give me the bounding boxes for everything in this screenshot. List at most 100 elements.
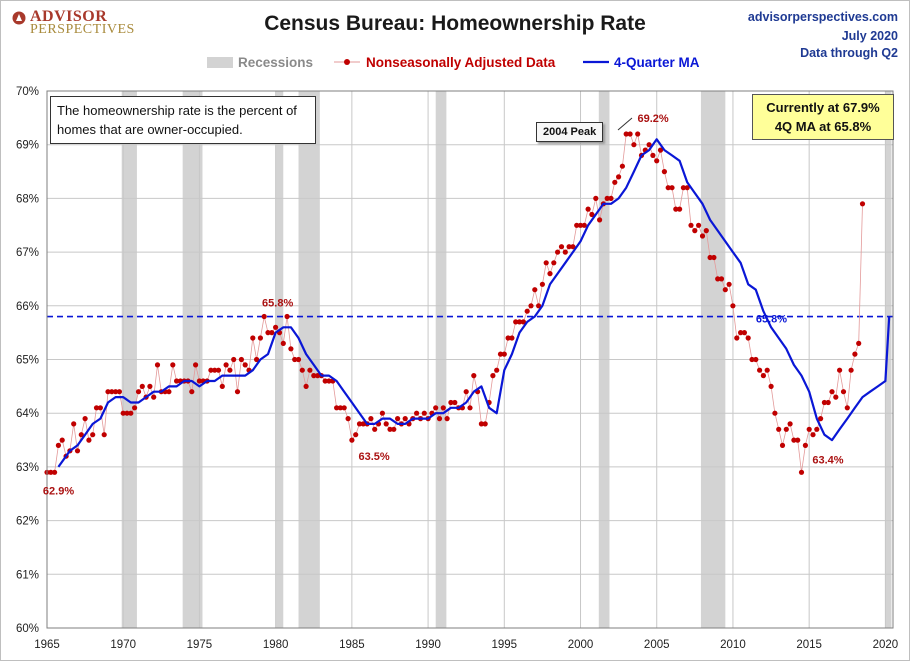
y-tick-label: 64% — [16, 408, 39, 420]
nsa-point — [174, 378, 180, 384]
nsa-point — [71, 421, 77, 427]
nsa-point — [337, 405, 343, 411]
x-tick-label: 1985 — [339, 639, 365, 651]
nsa-point — [280, 340, 286, 346]
nsa-point — [231, 356, 237, 363]
nsa-point — [494, 367, 500, 373]
nsa-point — [516, 319, 523, 325]
nsa-point — [536, 303, 542, 309]
nsa-point — [353, 432, 359, 438]
nsa-point — [646, 142, 652, 148]
nsa-point — [623, 131, 629, 137]
nsa-point — [673, 206, 679, 212]
x-tick-label: 2010 — [720, 639, 746, 651]
point-label: 65.8% — [262, 298, 293, 310]
nsa-point — [707, 254, 713, 261]
nsa-point — [597, 217, 603, 223]
nsa-point — [859, 201, 866, 207]
nsa-point — [116, 389, 122, 395]
legend-nsa-dot — [344, 59, 350, 65]
nsa-point — [791, 437, 797, 443]
nsa-point — [787, 421, 793, 427]
nsa-point — [55, 442, 62, 448]
nsa-point — [250, 335, 256, 341]
nsa-point — [334, 405, 340, 411]
nsa-point — [402, 416, 408, 422]
current-ma-text: 4Q MA at 65.8% — [774, 119, 872, 134]
nsa-point — [97, 405, 103, 411]
nsa-point — [547, 271, 553, 277]
point-label: 63.5% — [358, 451, 389, 463]
nsa-point — [703, 228, 709, 234]
source-site: advisorperspectives.com — [747, 10, 898, 24]
peak-callout: 2004 Peak — [536, 122, 604, 142]
source-note: Data through Q2 — [800, 46, 898, 60]
nsa-point — [74, 448, 81, 454]
nsa-point — [798, 469, 805, 475]
nsa-point — [555, 249, 561, 255]
nsa-line — [47, 132, 863, 473]
point-label: 62.9% — [43, 485, 74, 497]
nsa-point — [757, 367, 763, 373]
nsa-point — [650, 152, 656, 158]
nsa-point — [345, 416, 351, 422]
nsa-point — [856, 340, 862, 346]
nsa-point — [139, 383, 145, 389]
nsa-point — [288, 346, 294, 352]
nsa-point — [284, 313, 290, 320]
nsa-point — [113, 389, 119, 395]
nsa-point — [513, 319, 519, 325]
nsa-point — [677, 206, 683, 212]
legend-recessions-label: Recessions — [238, 55, 314, 70]
nsa-series — [44, 131, 866, 475]
nsa-point — [509, 335, 515, 341]
definition-note: The homeownership rate is the percent of… — [50, 96, 316, 144]
nsa-point — [776, 426, 782, 432]
nsa-point — [848, 367, 854, 373]
nsa-point — [627, 131, 633, 137]
nsa-point — [753, 356, 759, 363]
nsa-point — [261, 313, 267, 320]
nsa-point — [581, 222, 587, 228]
nsa-point — [349, 437, 355, 443]
nsa-point — [238, 356, 244, 363]
nsa-point — [78, 432, 84, 438]
plot-border — [46, 90, 894, 629]
nsa-point — [452, 399, 458, 406]
nsa-point — [433, 405, 439, 411]
nsa-point — [124, 410, 130, 416]
nsa-point — [219, 383, 225, 389]
nsa-point — [718, 276, 725, 282]
ma-line — [57, 138, 891, 468]
nsa-point — [833, 394, 839, 400]
nsa-point — [802, 442, 809, 448]
nsa-point — [101, 432, 107, 438]
nsa-point — [593, 195, 599, 201]
nsa-point — [463, 389, 469, 395]
x-tick-label: 2020 — [873, 639, 899, 651]
nsa-point — [254, 356, 260, 363]
nsa-point — [532, 287, 538, 293]
x-tick-label: 1975 — [187, 639, 213, 651]
nsa-point — [680, 185, 687, 191]
nsa-point — [90, 432, 96, 438]
nsa-point — [570, 244, 576, 250]
nsa-point — [109, 389, 115, 395]
nsa-point — [166, 389, 172, 395]
nsa-point — [825, 399, 831, 406]
nsa-point — [772, 410, 778, 416]
source-date: July 2020 — [841, 29, 898, 43]
nsa-point — [768, 383, 774, 389]
nsa-point — [783, 426, 789, 432]
nsa-point — [722, 287, 728, 293]
nsa-point — [612, 179, 618, 185]
nsa-point — [821, 399, 828, 406]
nsa-point — [59, 437, 65, 443]
nsa-point — [242, 362, 248, 368]
nsa-point — [562, 249, 568, 255]
nsa-point — [730, 303, 736, 309]
nsa-point — [326, 378, 332, 384]
x-tick-label: 1970 — [110, 639, 136, 651]
legend-recession-swatch — [207, 57, 233, 68]
nsa-point — [105, 389, 111, 395]
